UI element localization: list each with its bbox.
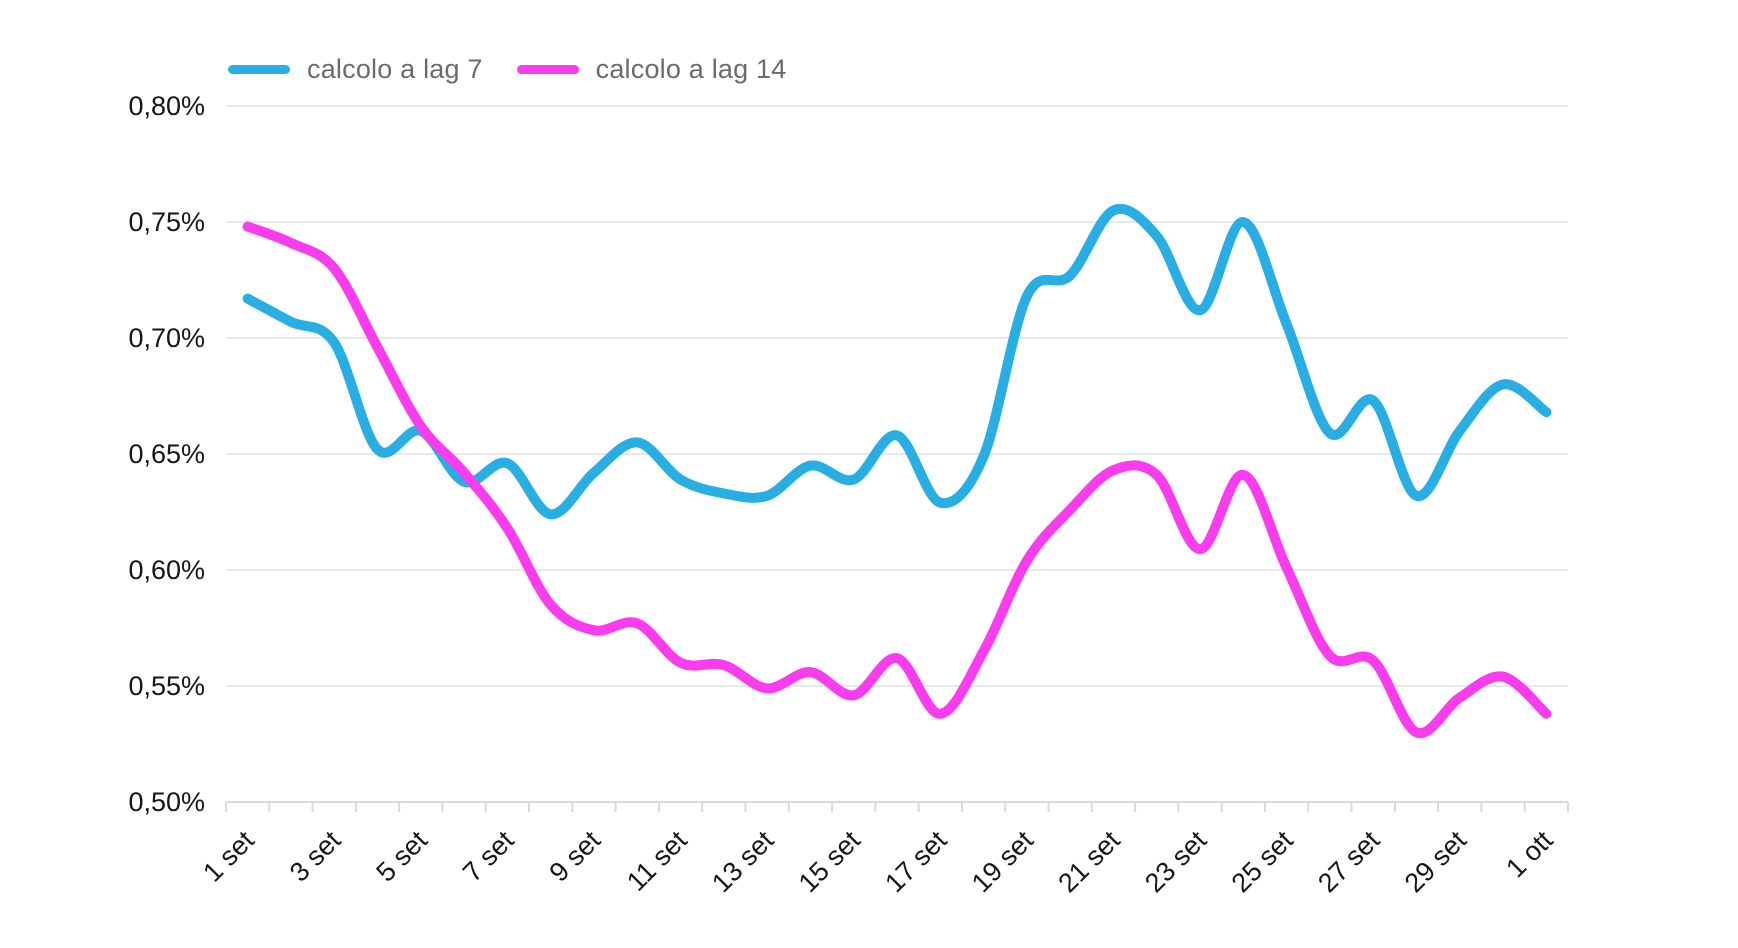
legend-label-lag14: calcolo a lag 14	[595, 54, 787, 84]
legend-item-lag14[interactable]: calcolo a lag 14	[516, 54, 787, 85]
x-axis-label: 1 ott	[1500, 825, 1559, 884]
x-axis-label: 7 set	[457, 825, 520, 888]
legend: calcolo a lag 7 calcolo a lag 14	[228, 54, 786, 85]
legend-swatch-lag7-icon	[228, 65, 290, 74]
x-axis-label: 5 set	[370, 825, 433, 888]
y-axis-label: 0,50%	[128, 787, 205, 817]
y-axis-label: 0,75%	[128, 207, 205, 237]
x-axis-label: 9 set	[544, 825, 607, 888]
y-axis-label: 0,80%	[128, 91, 205, 121]
series-line-lag14	[242, 221, 1552, 739]
x-axis-label: 1 set	[197, 825, 260, 888]
x-axis-label: 19 set	[966, 825, 1040, 899]
y-axis-label: 0,70%	[128, 323, 205, 353]
x-axis-label: 3 set	[284, 825, 347, 888]
x-axis-label: 25 set	[1226, 825, 1300, 899]
x-axis-label: 13 set	[706, 825, 780, 899]
x-axis-label: 27 set	[1312, 825, 1386, 899]
x-axis-label: 29 set	[1399, 825, 1473, 899]
x-axis-label: 23 set	[1139, 825, 1213, 899]
y-axis-label: 0,55%	[128, 671, 205, 701]
legend-swatch-lag14-icon	[516, 65, 579, 74]
x-axis-label: 17 set	[879, 825, 953, 899]
y-axis-label: 0,65%	[128, 439, 205, 469]
x-axis-label: 21 set	[1052, 825, 1126, 899]
y-axis-label: 0,60%	[128, 555, 205, 585]
x-axis-label: 15 set	[793, 825, 867, 899]
x-axis-label: 11 set	[621, 825, 693, 897]
legend-label-lag7: calcolo a lag 7	[307, 54, 483, 84]
legend-item-lag7[interactable]: calcolo a lag 7	[228, 54, 483, 85]
series-line-lag7	[242, 203, 1552, 520]
